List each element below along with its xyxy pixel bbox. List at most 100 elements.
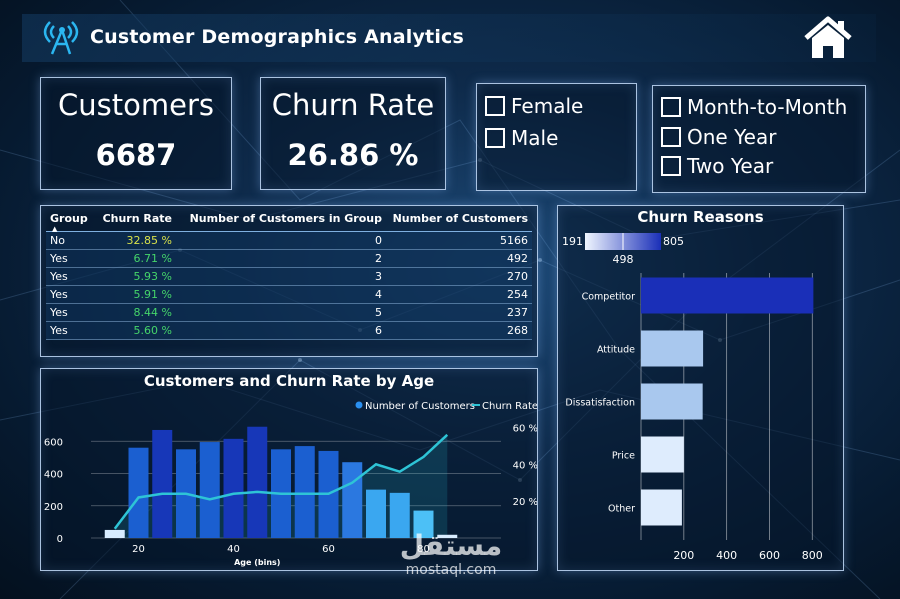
cell-churn-rate: 6.71 %: [96, 249, 176, 268]
category-label: Other: [608, 504, 635, 515]
y-right-tick-label: 20 %: [513, 497, 537, 508]
table-row[interactable]: Yes 5.91 % 4 254: [46, 285, 532, 304]
cell-number-of-customers: 492: [386, 249, 532, 268]
y-left-tick-label: 600: [44, 437, 63, 448]
x-tick-label: 200: [673, 549, 694, 562]
checkbox-icon[interactable]: [661, 97, 681, 117]
y-left-tick-label: 400: [44, 470, 63, 481]
color-scale-max-label: 805: [663, 235, 684, 248]
age-chart-title: Customers and Churn Rate by Age: [143, 372, 435, 390]
contract-option-one-year[interactable]: One Year: [661, 125, 776, 149]
app-title: Customer Demographics Analytics: [90, 26, 465, 48]
churn-rate-kpi-label: Churn Rate: [271, 88, 435, 122]
color-scale-min-label: 191: [562, 235, 583, 248]
cell-group: Yes: [46, 303, 96, 322]
age-chart-legend: Number of Customers Churn Rate: [355, 401, 537, 412]
age-bar: [152, 429, 173, 538]
legend-label-customers: Number of Customers: [365, 401, 475, 412]
cell-churn-rate: 5.93 %: [96, 267, 176, 286]
watermark-url-text: mostaql.com: [405, 562, 497, 578]
category-label: Competitor: [582, 292, 635, 303]
age-bar: [128, 447, 149, 538]
x-axis-label: Age (bins): [234, 558, 280, 567]
group-churn-table-panel: Group ▲ Churn Rate Number of Customers i…: [40, 205, 538, 357]
cell-number-of-customers: 254: [386, 285, 532, 304]
contract-option-two-year[interactable]: Two Year: [661, 154, 773, 178]
table-row[interactable]: Yes 5.60 % 6 268: [46, 321, 532, 340]
churn-reasons-panel: Churn Reasons 191 805 498 200 400 600 800 Compe…: [557, 205, 844, 571]
age-bar: [437, 534, 458, 538]
cell-number-of-customers: 268: [386, 321, 532, 340]
home-icon[interactable]: [802, 16, 854, 60]
reason-bar: [641, 277, 814, 314]
reason-bar: [641, 383, 703, 420]
cell-number-of-customers: 5166: [386, 231, 532, 250]
contract-option-label: Two Year: [687, 154, 774, 178]
watermark-arabic-text: مستقل: [399, 529, 503, 562]
checkbox-icon[interactable]: [485, 96, 505, 116]
legend-marker-customers: [355, 401, 363, 409]
reason-bar: [641, 489, 682, 526]
checkbox-icon[interactable]: [485, 128, 505, 148]
gender-slicer: Female Male: [476, 83, 637, 191]
cell-group: Yes: [46, 249, 96, 268]
x-tick-label: 600: [759, 549, 780, 562]
x-tick-label: 800: [802, 549, 823, 562]
x-tick-label: 80: [417, 544, 430, 555]
cell-customers-in-group: 2: [176, 249, 386, 268]
y-right-tick-label: 60 %: [513, 423, 537, 434]
y-left-tick-label: 0: [57, 534, 63, 545]
gender-option-female[interactable]: Female: [485, 94, 583, 118]
cell-customers-in-group: 3: [176, 267, 386, 286]
x-tick-label: 40: [227, 544, 240, 555]
age-bar: [223, 438, 244, 538]
category-label: Dissatisfaction: [565, 398, 635, 409]
age-bar: [247, 426, 268, 538]
age-bar: [294, 446, 315, 538]
x-tick-label: 20: [132, 544, 145, 555]
age-bar: [366, 489, 386, 538]
gender-option-label: Female: [511, 94, 584, 118]
sort-ascending-icon[interactable]: ▲: [52, 225, 58, 233]
group-churn-table: Group ▲ Churn Rate Number of Customers i…: [46, 209, 532, 340]
contract-option-month-to-month[interactable]: Month-to-Month: [661, 95, 847, 119]
cell-churn-rate: 5.60 %: [96, 321, 176, 340]
column-header-customers-in-group[interactable]: Number of Customers in Group: [176, 209, 386, 232]
cell-group: Yes: [46, 321, 96, 340]
cell-number-of-customers: 237: [386, 303, 532, 322]
churn-reasons-chart: 191 805 498 200 400 600 800 Competitor Attitude D…: [562, 233, 823, 562]
gender-option-male[interactable]: Male: [485, 126, 558, 150]
column-header-group[interactable]: Group ▲: [46, 209, 96, 233]
age-bar: [413, 510, 434, 538]
reason-bar: [641, 436, 684, 473]
churn-rate-line: [113, 433, 449, 530]
cell-churn-rate: 32.85 %: [96, 231, 176, 250]
checkbox-icon[interactable]: [661, 156, 681, 176]
cell-group: Yes: [46, 285, 96, 304]
header-bar: Customer Demographics Analytics: [22, 14, 876, 62]
table-row[interactable]: No 32.85 % 0 5166: [46, 231, 532, 250]
cell-churn-rate: 8.44 %: [96, 303, 176, 322]
age-bar: [342, 462, 363, 538]
checkbox-icon[interactable]: [661, 127, 681, 147]
churn-rate-kpi-value: 26.86 %: [287, 138, 419, 172]
mostaql-watermark: مستقل mostaql.com: [395, 530, 507, 586]
table-row[interactable]: Yes 5.93 % 3 270: [46, 267, 532, 286]
contract-option-label: Month-to-Month: [687, 95, 848, 119]
table-row[interactable]: Yes 6.71 % 2 492: [46, 249, 532, 268]
column-header-churn-rate[interactable]: Churn Rate: [96, 209, 176, 232]
y-right-tick-label: 40 %: [513, 460, 537, 471]
column-header-number-of-customers[interactable]: Number of Customers: [386, 209, 532, 232]
age-bar: [199, 442, 220, 538]
x-tick-label: 60: [322, 544, 335, 555]
reason-bar: [641, 330, 704, 367]
cell-customers-in-group: 0: [176, 231, 386, 250]
contract-slicer: Month-to-Month One Year Two Year: [652, 85, 866, 193]
age-chart-panel: Customers and Churn Rate by Age Number o…: [40, 368, 538, 571]
cell-customers-in-group: 5: [176, 303, 386, 322]
table-row[interactable]: Yes 8.44 % 5 237: [46, 303, 532, 322]
color-scale-mid-label: 498: [613, 253, 634, 266]
age-bar: [389, 492, 410, 538]
churn-reasons-title: Churn Reasons: [637, 208, 764, 226]
age-bar: [104, 529, 125, 538]
